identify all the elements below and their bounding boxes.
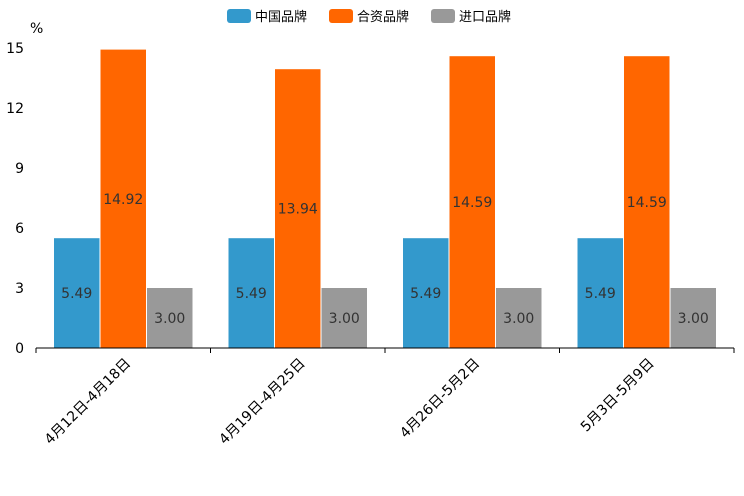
y-tick-label: 3 (15, 281, 24, 297)
bar-value-label: 3.00 (329, 311, 360, 327)
bar-value-label: 14.92 (103, 192, 143, 208)
legend-swatch-0 (227, 9, 251, 23)
y-tick-label: 12 (6, 101, 24, 117)
bar-value-label: 3.00 (503, 311, 534, 327)
bars: 5.49 14.92 3.00 5.49 13.94 3.00 5.49 14.59 3.00 5… (54, 49, 716, 348)
bar-2-3 (670, 288, 716, 348)
y-axis-label: % (30, 21, 43, 37)
y-tick-label: 9 (15, 161, 24, 177)
bar-2-1 (321, 288, 367, 348)
legend-label-0: 中国品牌 (255, 9, 307, 25)
bar-value-label: 3.00 (154, 311, 185, 327)
bar-1-3 (624, 56, 670, 348)
bar-value-label: 13.94 (278, 202, 318, 218)
legend-label-1: 合资品牌 (357, 9, 409, 25)
bar-1-1 (275, 69, 321, 348)
bar-0-2 (403, 238, 449, 348)
bar-2-0 (147, 288, 193, 348)
legend-swatch-2 (431, 9, 455, 23)
y-tick-label: 15 (6, 41, 24, 57)
bar-value-label: 14.59 (627, 195, 667, 211)
bar-value-label: 14.59 (452, 195, 492, 211)
y-tick-label: 6 (15, 221, 24, 237)
x-tick-label: 4月12日-4月18日 (42, 356, 134, 448)
bar-value-label: 3.00 (678, 311, 709, 327)
legend-swatch-1 (329, 9, 353, 23)
bar-1-2 (449, 56, 495, 348)
bar-2-2 (496, 288, 542, 348)
legend-label-2: 进口品牌 (459, 9, 511, 25)
bar-value-label: 5.49 (585, 286, 616, 302)
y-axis: 0 3 6 9 12 15 (6, 41, 24, 357)
x-tick-label: 5月3日-5月9日 (578, 356, 658, 436)
bar-0-1 (228, 238, 274, 348)
y-tick-label: 0 (15, 341, 24, 357)
bar-value-label: 5.49 (236, 286, 267, 302)
x-axis: 4月12日-4月18日 4月19日-4月25日 4月26日-5月2日 5月3日-5月9… (35, 347, 735, 448)
bar-value-label: 5.49 (61, 286, 92, 302)
legend: 中国品牌 合资品牌 进口品牌 (227, 9, 511, 25)
bar-value-label: 5.49 (410, 286, 441, 302)
bar-0-3 (577, 238, 623, 348)
bar-1-0 (100, 49, 146, 348)
x-tick-label: 4月19日-4月25日 (216, 356, 308, 448)
x-tick-label: 4月26日-5月2日 (397, 356, 483, 442)
bar-0-0 (54, 238, 100, 348)
